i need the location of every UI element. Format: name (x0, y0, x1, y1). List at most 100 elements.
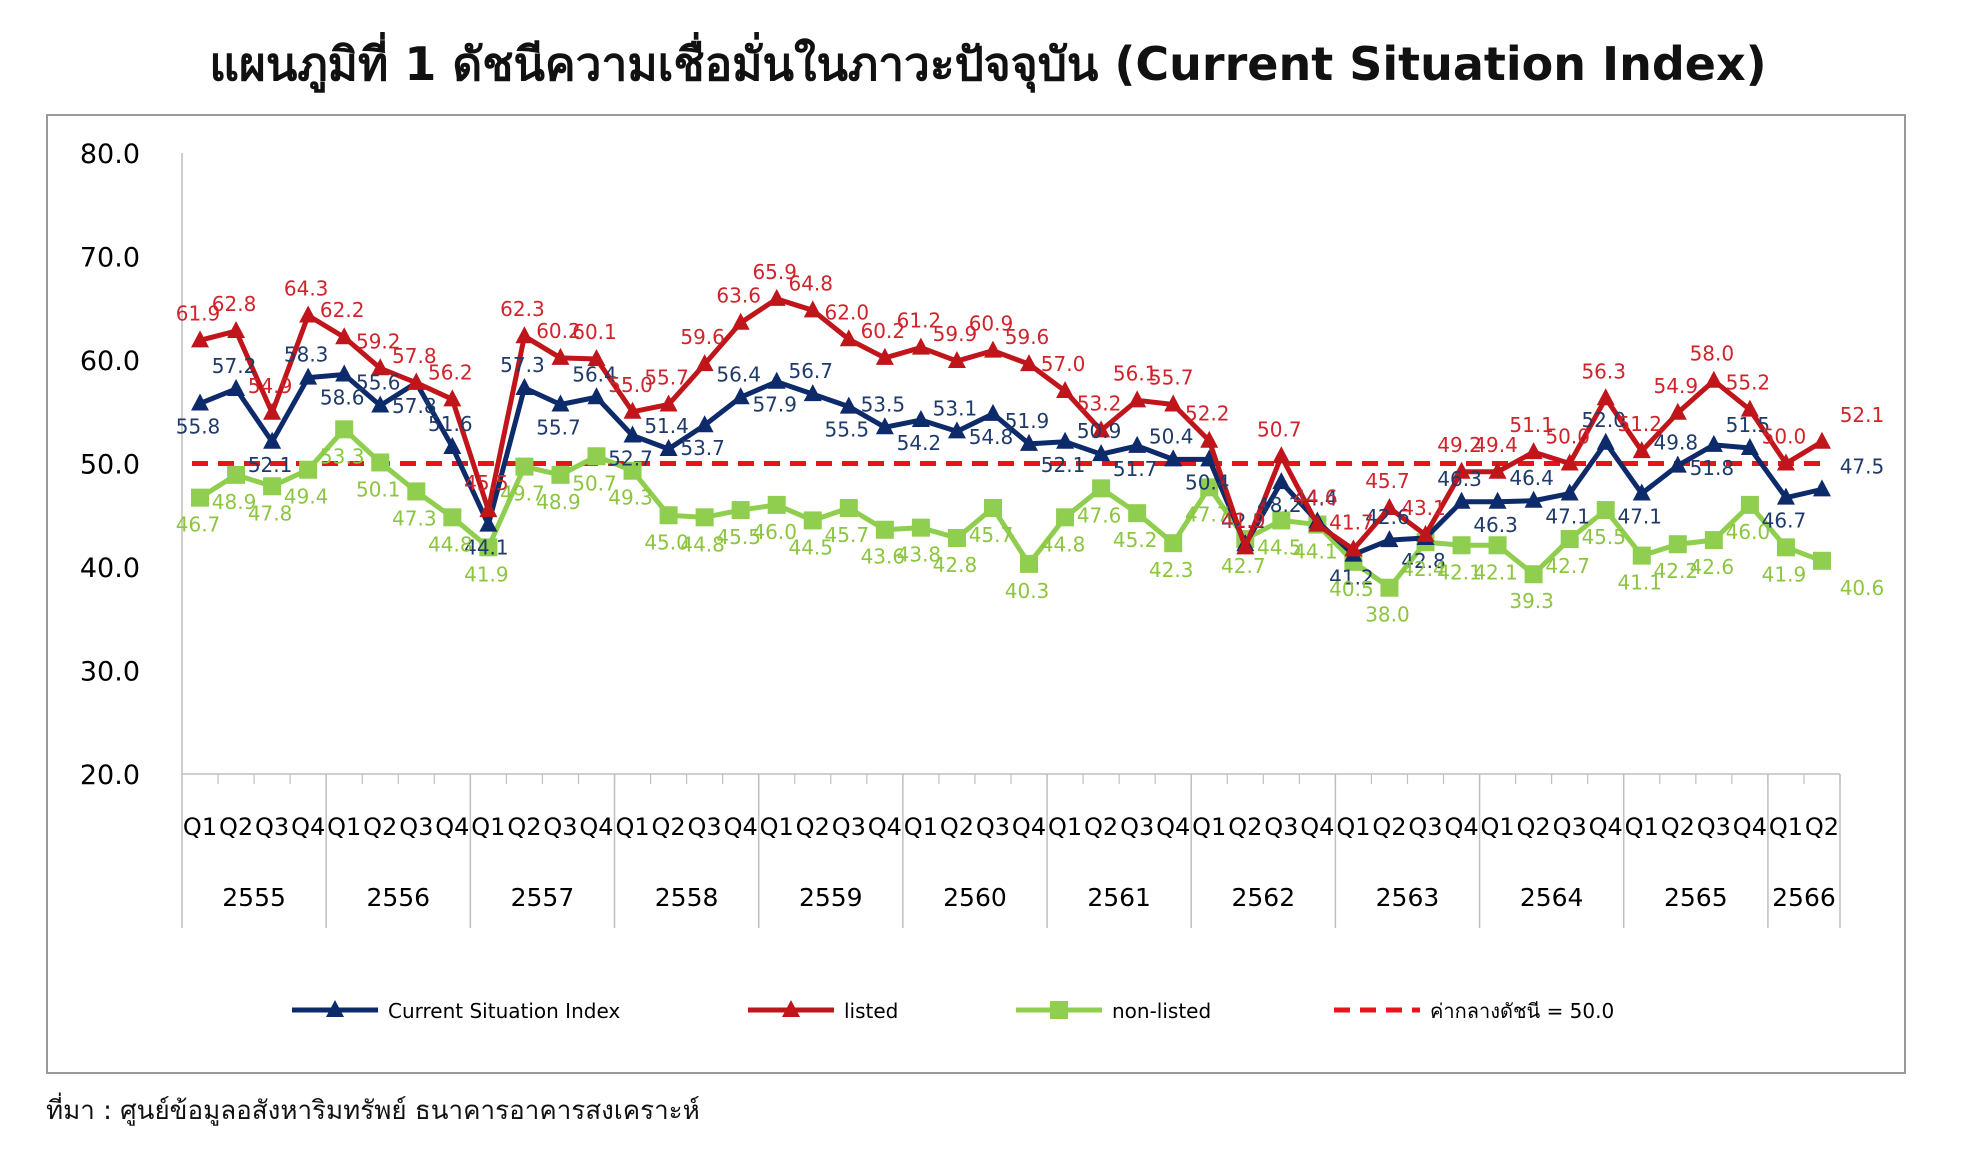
year-label: 2556 (366, 883, 430, 912)
data-label: 44.8 (428, 532, 473, 556)
data-label: 48.2 (1257, 493, 1302, 517)
x-tick-label: Q2 (219, 813, 253, 841)
x-tick-label: Q2 (363, 813, 397, 841)
year-label: 2559 (799, 883, 863, 912)
data-point (659, 394, 678, 412)
data-point (623, 401, 642, 419)
data-point (1704, 434, 1723, 452)
data-label: 50.7 (1257, 417, 1302, 441)
data-point (1020, 554, 1039, 573)
x-tick-label: Q2 (1661, 813, 1695, 841)
data-point (803, 511, 822, 530)
data-point (1740, 495, 1759, 514)
data-point (371, 358, 390, 376)
data-point (875, 520, 894, 539)
data-label: 58.6 (320, 385, 365, 409)
data-point (911, 337, 930, 355)
data-label: 46.7 (176, 513, 221, 537)
legend-item: non-listed (1016, 999, 1211, 1023)
data-point (1668, 455, 1687, 473)
year-label: 2563 (1376, 883, 1440, 912)
data-label: 57.8 (392, 344, 437, 368)
data-label: 52.0 (1581, 408, 1626, 432)
data-label: 52.1 (1840, 403, 1885, 427)
data-label: 61.2 (897, 309, 942, 333)
data-point (983, 340, 1002, 358)
data-label: 44.6 (1293, 486, 1338, 510)
data-point (911, 410, 930, 428)
data-point (1236, 537, 1255, 555)
year-label: 2555 (222, 883, 286, 912)
data-label: 50.1 (356, 477, 401, 501)
data-point (1050, 1001, 1068, 1019)
x-tick-label: Q3 (1264, 813, 1298, 841)
x-tick-label: Q3 (1697, 813, 1731, 841)
source-note: ที่มา : ศูนย์ข้อมูลอสังหาริมทรัพย์ ธนาคา… (46, 1096, 700, 1126)
data-point (803, 384, 822, 402)
year-label: 2565 (1664, 883, 1728, 912)
x-tick-label: Q3 (1120, 813, 1154, 841)
data-point (731, 312, 750, 330)
x-tick-label: Q4 (1444, 813, 1478, 841)
x-tick-label: Q2 (1372, 813, 1406, 841)
data-label: 45.5 (716, 525, 761, 549)
data-label: 55.2 (1726, 371, 1771, 395)
data-point (1056, 381, 1075, 399)
data-label: 51.8 (1690, 456, 1735, 480)
year-label: 2558 (655, 883, 719, 912)
data-label: 57.9 (752, 393, 797, 417)
x-axis: Q1 Q2 Q3 Q4 Q1 Q2 Q3 Q4 Q1 Q2 Q3 Q4 Q1 Q2 Q3 Q4 Q1 Q2 Q3 Q4… (181, 773, 1841, 928)
data-point (1164, 449, 1183, 467)
x-tick-label: Q1 (327, 813, 361, 841)
data-point (1740, 399, 1759, 417)
data-point (1056, 431, 1075, 449)
x-tick-label: Q3 (688, 813, 722, 841)
data-label: 53.5 (861, 392, 906, 416)
data-point (1200, 449, 1219, 467)
data-label: 44.5 (1257, 535, 1302, 559)
data-point (443, 508, 462, 527)
data-label: 57.3 (500, 353, 545, 377)
data-label: 41.9 (464, 562, 509, 586)
data-label: 57.2 (212, 354, 257, 378)
x-tick-label: Q1 (183, 813, 217, 841)
data-label: 52.1 (248, 453, 293, 477)
chart-title: แผนภูมิที่ 1 ดัชนีความเชื่อมั่นในภาวะปัจ… (209, 37, 1767, 91)
data-label: 54.9 (248, 374, 293, 398)
data-point (1740, 437, 1759, 455)
data-point (587, 348, 606, 366)
data-label: 48.9 (212, 490, 257, 514)
data-label: 54.8 (969, 425, 1014, 449)
data-point (947, 351, 966, 369)
data-label: 47.8 (248, 501, 293, 525)
data-point (1452, 536, 1471, 555)
data-label: 56.4 (716, 362, 761, 386)
y-tick-label: 20.0 (80, 760, 140, 791)
data-label: 60.2 (861, 319, 906, 343)
data-point (1560, 453, 1579, 471)
data-label: 49.7 (500, 482, 545, 506)
data-label: 56.2 (428, 360, 473, 384)
data-point (1380, 530, 1399, 548)
year-label: 2557 (511, 883, 575, 912)
data-point (1164, 534, 1183, 553)
legend-label: non-listed (1112, 999, 1211, 1023)
data-point (1200, 478, 1219, 497)
data-label: 47.6 (1077, 503, 1122, 527)
data-label: 51.2 (1617, 412, 1662, 436)
data-point (335, 364, 354, 382)
data-label: 63.6 (716, 284, 761, 308)
data-label: 47.1 (1617, 505, 1662, 529)
data-label: 57.8 (392, 394, 437, 418)
data-point (1812, 551, 1831, 570)
legend-label: ค่ากลางดัชนี = 50.0 (1430, 999, 1614, 1023)
legend-item: listed (748, 999, 898, 1023)
data-point (1128, 390, 1147, 408)
data-label: 50.4 (1149, 424, 1194, 448)
data-label: 51.6 (428, 412, 473, 436)
data-label: 59.9 (933, 322, 978, 346)
data-label: 55.0 (608, 373, 653, 397)
data-label: 46.0 (1726, 520, 1771, 544)
data-label: 64.8 (788, 271, 833, 295)
data-point (227, 321, 246, 339)
